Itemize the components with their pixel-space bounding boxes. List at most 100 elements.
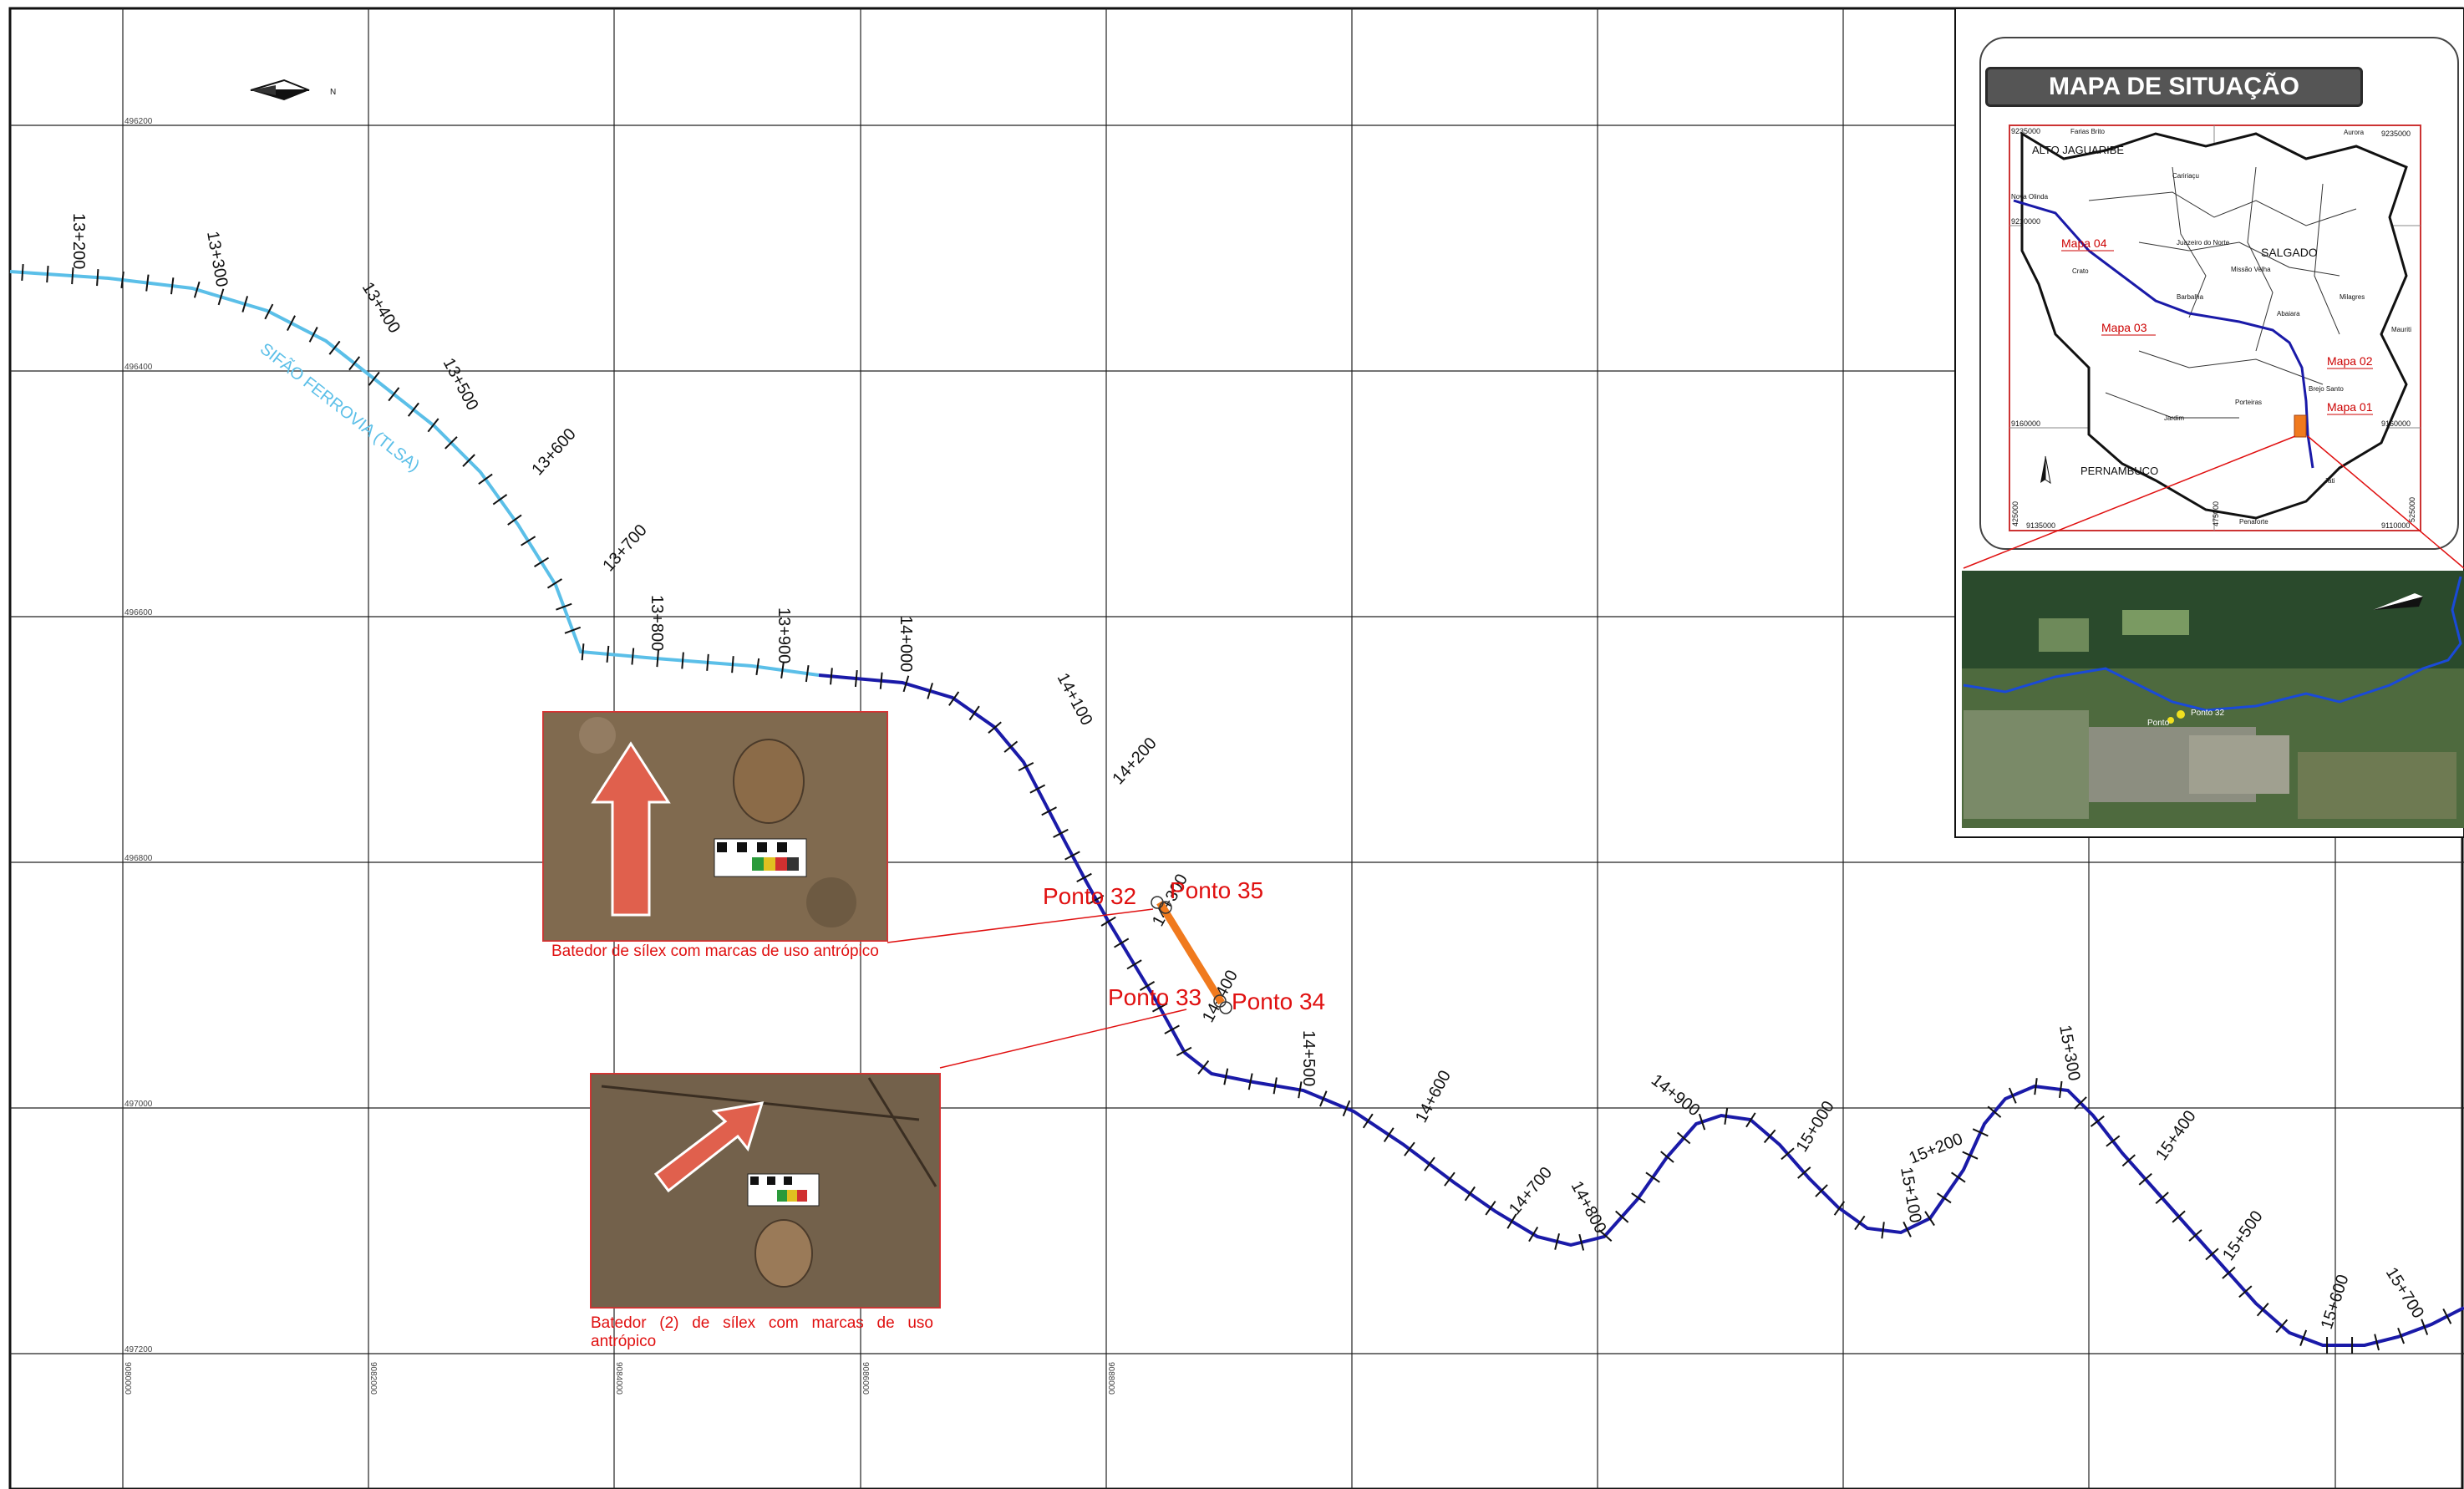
chainage-tick (1485, 1201, 1496, 1216)
map-ref-label[interactable]: Mapa 02 (2327, 354, 2373, 368)
chainage-label: 13+400 (358, 279, 404, 337)
chainage-tick (2238, 1285, 2253, 1298)
svg-text:9135000: 9135000 (2026, 521, 2055, 530)
chainage-tick (968, 705, 980, 721)
chainage-tick (2421, 1319, 2429, 1335)
chainage-tick (1936, 1192, 1952, 1204)
chainage-tick (1088, 894, 1105, 905)
chainage-tick (1176, 1046, 1192, 1057)
chainage-tick (1151, 1003, 1168, 1013)
north-label: N (330, 88, 336, 97)
svg-text:Farias Brito: Farias Brito (2070, 128, 2105, 135)
chainage-label: 13+200 (69, 213, 88, 269)
point-label-34[interactable]: Ponto 34 (1232, 988, 1325, 1014)
chainage-label: 15+300 (2055, 1024, 2083, 1082)
chainage-tick (1598, 1229, 1613, 1243)
point-label-32[interactable]: Ponto 32 (1043, 883, 1136, 909)
chainage-tick (1950, 1171, 1966, 1183)
chainage-tick (948, 691, 960, 706)
grid-label: 497200 (124, 1345, 153, 1354)
svg-text:9210000: 9210000 (2011, 217, 2040, 226)
chainage-tick (264, 303, 274, 320)
chainage-tick (368, 371, 380, 386)
chainage-label: 14+100 (1054, 670, 1096, 729)
point-marker-icon[interactable] (1159, 901, 1172, 914)
satellite-label: Ponto (2147, 719, 2170, 728)
point-label-33[interactable]: Ponto 33 (1108, 984, 1202, 1010)
callout-lines (1963, 435, 2464, 569)
point-label-35[interactable]: Ponto 35 (1170, 877, 1263, 903)
satellite-point-marker-icon (2167, 717, 2174, 724)
canal-label: SIFÃO FERROVIA (TLSA) (257, 338, 424, 475)
canal-dark-line (818, 673, 2464, 1347)
chainage-tick (2121, 1154, 2136, 1167)
grid-label: 496800 (124, 854, 153, 863)
survey-point-markers (1151, 896, 1232, 1014)
chainage-tick (1247, 1073, 1253, 1090)
chainage-tick (1383, 1127, 1395, 1143)
chainage-tick (1881, 1222, 1885, 1239)
chainage-tick (1578, 1233, 1585, 1251)
chainage-tick (1962, 1151, 1979, 1160)
chainage-tick (1139, 980, 1156, 992)
map-ref-label[interactable]: Mapa 01 (2327, 400, 2373, 414)
chainage-tick (521, 536, 536, 546)
chainage-tick (348, 356, 361, 371)
chainage-tick (427, 418, 439, 433)
svg-text:Nova Olinda: Nova Olinda (2011, 193, 2049, 201)
chainage-tick (217, 288, 225, 306)
chainage-tick (2074, 1096, 2087, 1110)
region-label: PERNAMBUCO (2080, 465, 2158, 477)
chainage-tick (656, 650, 659, 668)
chainage-tick (2397, 1327, 2406, 1344)
chainage-label: 14+200 (1109, 734, 1160, 789)
north-arrow-icon: N (250, 79, 336, 100)
chainage-label: 13+800 (648, 595, 666, 651)
chainage-tick (1444, 1171, 1456, 1187)
chainage-label: 13+500 (439, 355, 482, 414)
svg-text:9110000: 9110000 (2381, 521, 2410, 530)
chainage-tick (1833, 1201, 1846, 1216)
point-marker-icon[interactable] (1219, 1001, 1232, 1014)
chainage-tick (2155, 1192, 2169, 1205)
svg-text:Aurora: Aurora (2344, 129, 2365, 136)
svg-text:475000: 475000 (2212, 501, 2220, 526)
chainage-tick (492, 494, 508, 506)
chainage-label: 15+500 (2219, 1207, 2267, 1264)
chainage-tick (193, 281, 201, 298)
svg-text:Barbalha: Barbalha (2177, 293, 2204, 301)
chainage-tick (1362, 1113, 1374, 1129)
svg-text:Caririaçu: Caririaçu (2172, 172, 2199, 180)
chainage-tick (805, 665, 810, 683)
survey-segment (1156, 900, 1225, 1005)
map-ref-label[interactable]: Mapa 03 (2101, 321, 2147, 334)
chainage-tick (388, 387, 400, 402)
chainage-tick (556, 602, 572, 611)
chainage-tick (1041, 806, 1057, 816)
chainage-tick (1972, 1128, 1989, 1137)
chainage-tick (1126, 959, 1142, 970)
chainage-tick (581, 643, 585, 661)
canal-light-line (9, 270, 820, 677)
inset-coord-labels: 9235000 9210000 9160000 9135000 9110000 … (2011, 127, 2416, 530)
chainage-tick (902, 675, 910, 693)
satellite-image: Ponto 32 Ponto (1962, 571, 2464, 828)
chainage-label: 15+200 (1907, 1130, 1966, 1168)
map-ref-label[interactable]: Mapa 04 (2061, 236, 2107, 250)
chainage-tick (1003, 740, 1019, 753)
scale-bar-icon (714, 838, 807, 877)
chainage-tick (1554, 1232, 1560, 1250)
chainage-label: 14+500 (1299, 1030, 1318, 1086)
svg-text:425000: 425000 (2011, 501, 2019, 526)
chainage-tick (2106, 1135, 2121, 1147)
chainage-tick (927, 683, 933, 699)
chainage-label: 14+000 (897, 616, 915, 672)
svg-text:9235000: 9235000 (2381, 130, 2411, 138)
leader-lines (887, 908, 1187, 1069)
svg-text:9160000: 9160000 (2381, 419, 2411, 428)
chainage-tick (1197, 1060, 1210, 1075)
chainage-tick (2256, 1303, 2269, 1317)
photo-caption-2: Batedor (2) de sílex com marcas de uso a… (591, 1314, 933, 1350)
chainage-tick (1724, 1107, 1729, 1125)
